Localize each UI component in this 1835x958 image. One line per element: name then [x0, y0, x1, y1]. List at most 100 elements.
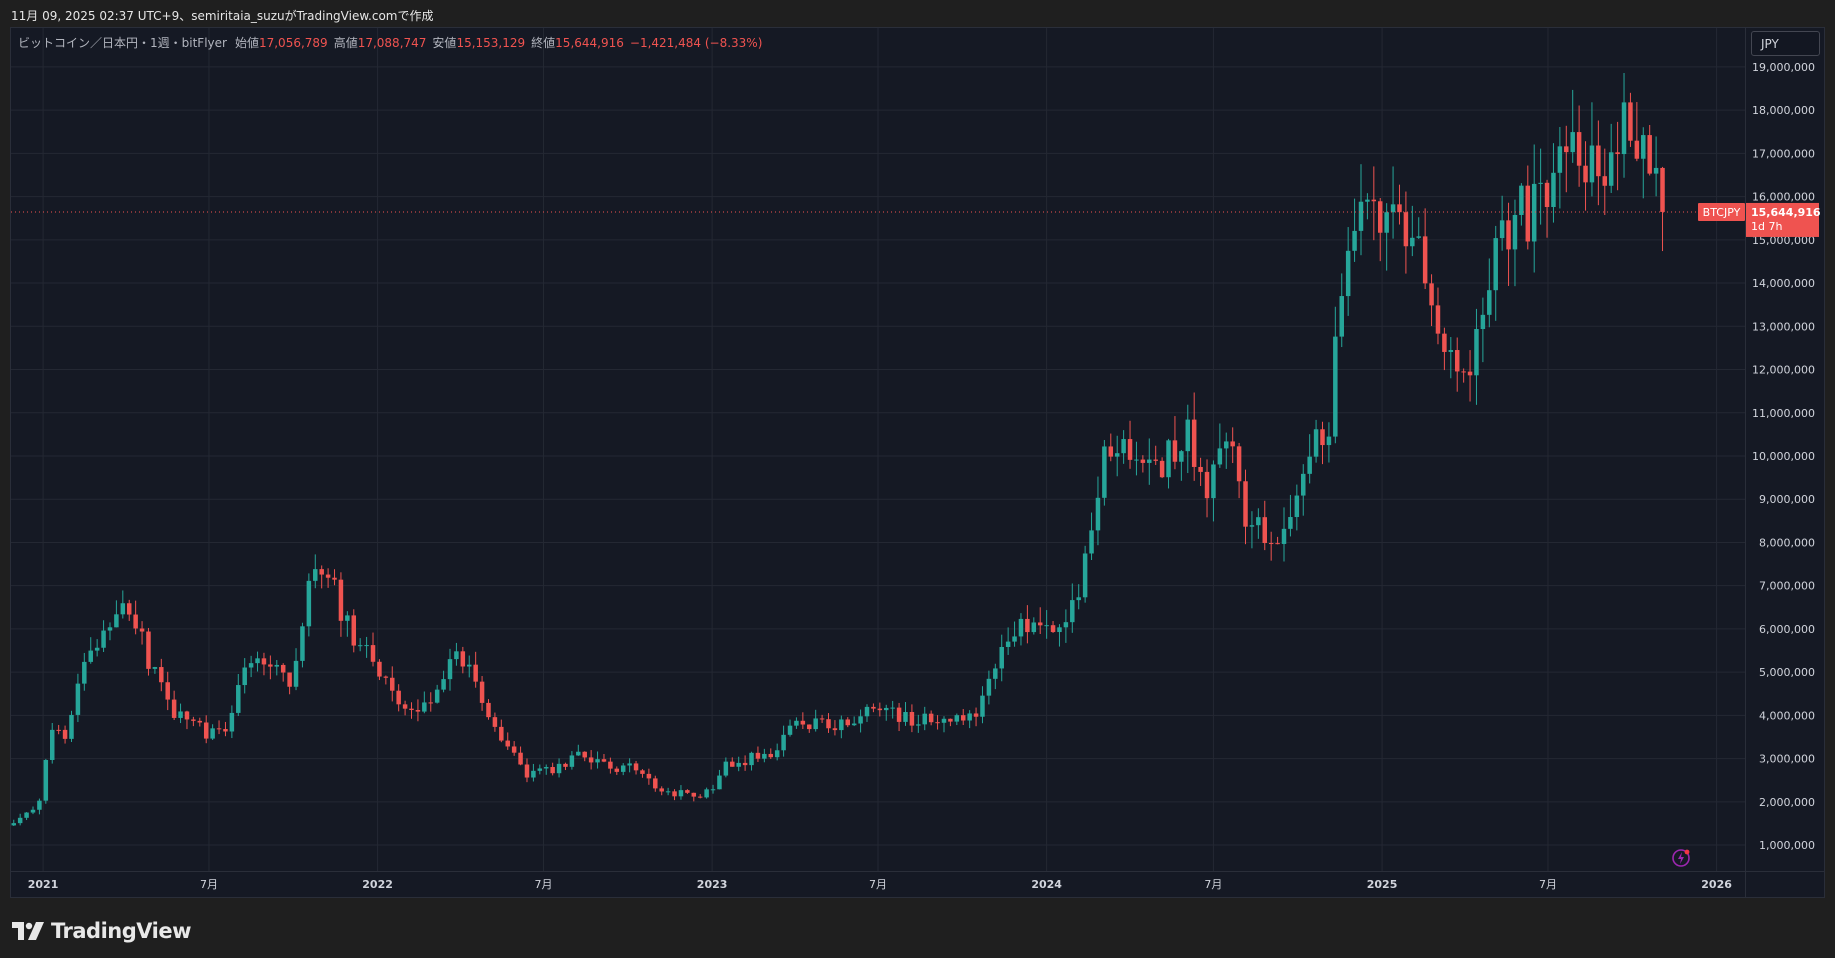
candle-body — [1070, 600, 1075, 623]
top-bar: 11月 09, 2025 02:37 UTC+9、semiritaia_suzu… — [0, 0, 1835, 28]
candle-body — [993, 668, 998, 679]
candle-body — [479, 681, 485, 703]
candle-body — [518, 752, 523, 765]
candle-body — [1429, 283, 1434, 306]
candle-body — [685, 790, 690, 793]
price-axis: 1,000,000 2,000,000 3,000,000 4,000,000 5,00… — [1752, 61, 1815, 852]
candle-body — [550, 767, 555, 774]
currency-button[interactable]: JPY — [1751, 31, 1820, 56]
candle-body — [582, 751, 587, 758]
time-tick-label: 2026 — [1701, 878, 1732, 891]
candle-body — [941, 718, 947, 723]
candle-body — [1416, 236, 1421, 238]
legend-close-label: 終値 — [531, 36, 556, 50]
legend-change: −1,421,484 (−8.33%) — [629, 36, 763, 50]
price-tick-label: 6,000,000 — [1759, 623, 1815, 636]
candle-body — [377, 661, 382, 677]
candle-body — [973, 713, 979, 717]
candle-body — [1275, 543, 1280, 545]
candle-body — [1204, 471, 1210, 499]
candle-body — [1390, 204, 1396, 213]
candle-body — [762, 753, 767, 759]
price-tick-label: 17,000,000 — [1752, 147, 1815, 160]
candle-body — [236, 685, 241, 713]
legend-open-label: 始値 — [234, 36, 259, 50]
candle-body — [1301, 473, 1306, 496]
price-tick-label: 15,000,000 — [1752, 234, 1815, 247]
candle-body — [851, 723, 857, 726]
candle-body — [1243, 481, 1248, 527]
lightning-icon[interactable] — [1671, 848, 1691, 868]
candle-body — [1172, 440, 1178, 462]
candle-body — [1410, 237, 1415, 247]
candle-body — [242, 667, 247, 686]
candle-body — [133, 614, 138, 629]
tradingview-logo[interactable]: TradingView — [12, 916, 191, 946]
candle-body — [922, 713, 927, 725]
time-tick-label: 2023 — [697, 878, 728, 891]
candle-body — [524, 764, 530, 778]
legend-low-value: 15,153,129 — [456, 36, 526, 50]
candle-body — [717, 775, 722, 790]
candle-body — [1352, 230, 1357, 251]
candle-body — [1044, 625, 1049, 627]
candle-body — [1095, 497, 1101, 531]
candle-body — [223, 729, 228, 732]
price-tick-label: 10,000,000 — [1752, 450, 1815, 463]
candle-body — [723, 761, 729, 776]
candle-body — [1268, 543, 1274, 545]
candle-body — [69, 714, 74, 739]
candle-body — [1063, 622, 1069, 628]
candle-body — [704, 789, 709, 798]
candle-body — [293, 660, 299, 687]
candle-body — [1012, 636, 1017, 642]
candle-body — [1025, 618, 1030, 633]
candle-body — [56, 729, 61, 731]
candle-body — [1005, 641, 1011, 647]
candle-body — [839, 719, 844, 731]
candle-body — [1576, 132, 1582, 166]
candle-body — [774, 750, 780, 758]
price-tick-label: 11,000,000 — [1752, 407, 1815, 420]
candle-body — [620, 765, 626, 772]
candle-body — [755, 752, 761, 759]
candle-body — [749, 752, 754, 766]
symbol-tag-label: BTCJPY — [1703, 206, 1741, 219]
candle-body — [88, 650, 93, 662]
candle-body — [1089, 530, 1094, 554]
candle-body — [441, 679, 446, 690]
candle-body — [948, 718, 953, 722]
candle-body — [633, 763, 639, 771]
candle-body — [1224, 441, 1229, 449]
candle-body — [1198, 466, 1203, 472]
candle-body — [794, 720, 799, 726]
candle-body — [1461, 371, 1466, 373]
candle-body — [49, 729, 55, 760]
candle-body — [1641, 135, 1646, 159]
chart-frame[interactable] — [10, 27, 1825, 898]
candle-body — [1031, 622, 1037, 633]
candle-body — [62, 729, 68, 739]
candle-body — [787, 725, 793, 735]
candle-body — [1076, 597, 1081, 601]
legend-close-value: 15,644,916 — [555, 36, 624, 50]
candle-body — [1454, 350, 1460, 372]
time-tick-label: 7月 — [534, 878, 552, 891]
candle-body — [332, 577, 337, 580]
tradingview-logo-icon — [12, 922, 44, 940]
candle-body — [627, 763, 632, 766]
symbol-tag-bg — [1698, 202, 1745, 221]
candle-body — [813, 718, 818, 730]
candle-body — [826, 719, 831, 729]
candle-body — [1185, 419, 1191, 452]
candle-body — [24, 812, 29, 818]
candle-body — [1660, 167, 1665, 212]
candle-body — [280, 664, 286, 673]
candle-body — [588, 757, 594, 763]
candle-body — [1564, 146, 1569, 153]
legend-high-label: 高値 — [333, 36, 358, 50]
candle-body — [511, 746, 517, 753]
candle-body — [1191, 419, 1197, 467]
